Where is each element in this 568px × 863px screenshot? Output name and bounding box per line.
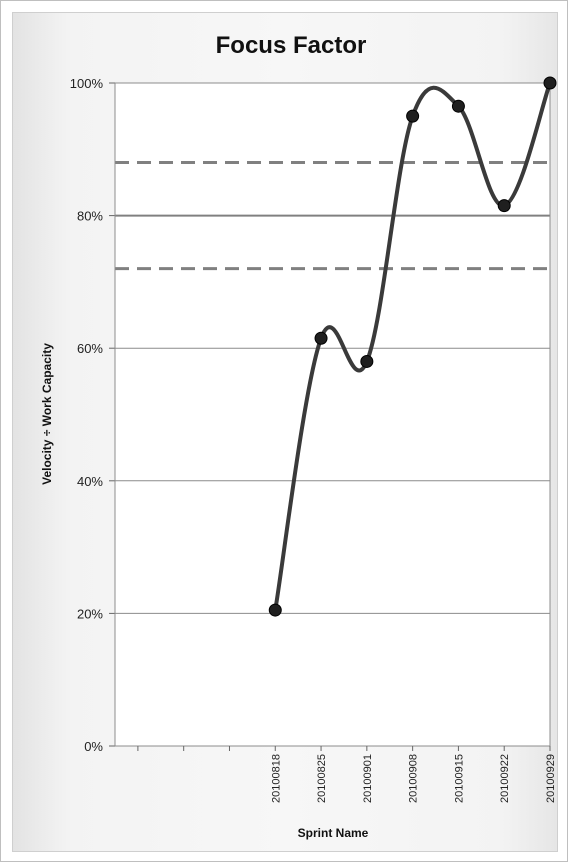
y-tick-label: 100% [70, 76, 104, 91]
x-tick-labels: 20100818 20100825 20100901 20100908 20100915… [270, 754, 557, 803]
data-point [360, 354, 374, 368]
y-tick-label: 20% [77, 606, 103, 621]
y-tick-label: 60% [77, 341, 103, 356]
data-point [543, 76, 557, 90]
axes [109, 82, 551, 751]
chart-title: Focus Factor [216, 32, 367, 59]
y-tick-label: 0% [84, 739, 103, 754]
y-tick-label: 40% [77, 474, 103, 489]
x-tick-label: 20100915 [453, 754, 465, 803]
x-tick-label: 20100929 [545, 754, 557, 803]
x-tick-label: 20100825 [316, 754, 328, 803]
data-point [268, 603, 282, 617]
data-point [314, 331, 328, 345]
y-tick-labels: 0% 20% 40% 60% 80% 100% [70, 76, 104, 754]
x-tick-label: 20100922 [499, 754, 511, 803]
reference-lines [115, 161, 550, 271]
data-point [406, 109, 420, 123]
x-tick-label: 20100908 [408, 754, 420, 803]
markers [268, 76, 557, 617]
x-tick-label: 20100818 [270, 754, 282, 803]
data-point [497, 199, 511, 213]
data-point [451, 99, 465, 113]
y-axis-label: Velocity ÷ Work Capacity [40, 343, 54, 485]
plot-area [115, 83, 550, 746]
x-tick-label: 20100901 [362, 754, 374, 803]
x-axis-label: Sprint Name [298, 826, 369, 840]
y-tick-label: 80% [77, 209, 103, 224]
gridlines [115, 82, 550, 614]
